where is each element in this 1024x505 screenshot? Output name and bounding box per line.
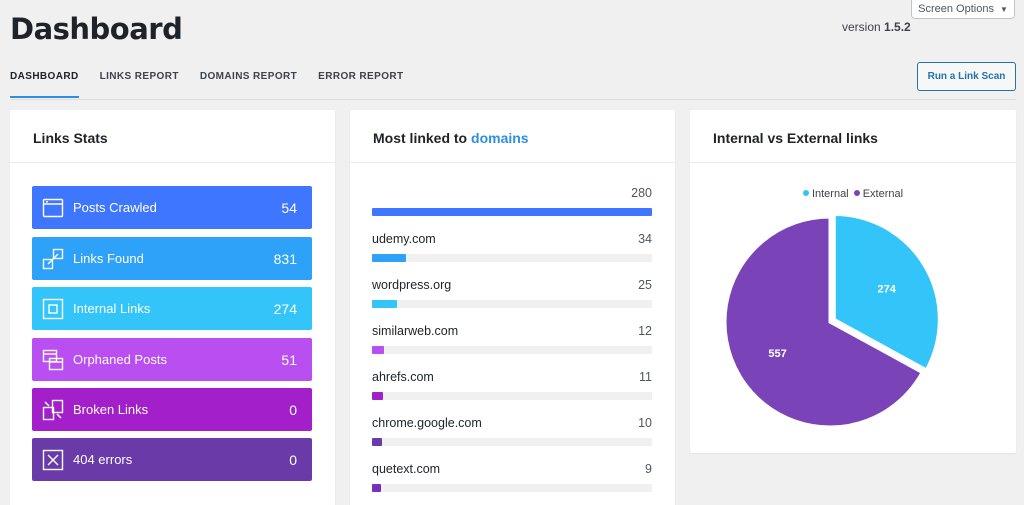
pie-slice-internal[interactable] (832, 212, 941, 372)
links-stats-card: Links Stats Posts Crawled 54 Links Found… (10, 110, 335, 505)
domain-row: chrome.google.com 10 (372, 416, 652, 446)
legend-item-external[interactable]: External (853, 188, 904, 200)
domain-row: udemy.com 34 (372, 232, 652, 262)
stat-value: 0 (289, 451, 297, 468)
domain-count: 9 (645, 462, 652, 476)
page-title: Dashboard (10, 12, 183, 46)
domain-count: 10 (638, 416, 652, 430)
domain-row-line: quetext.com 9 (372, 462, 652, 478)
stacked-windows-icon (42, 349, 64, 370)
pie-label-internal: 274 (878, 283, 897, 295)
stat-label: Links Found (73, 251, 144, 266)
legend-dot-internal (802, 190, 809, 197)
domain-bar-fill (372, 300, 397, 308)
stat-label: Internal Links (73, 301, 151, 316)
domain-count: 12 (638, 324, 652, 338)
legend-item-internal[interactable]: Internal (802, 188, 849, 200)
domain-name[interactable]: similarweb.com (372, 324, 459, 338)
pie-chart: 274 557 (723, 212, 941, 429)
version-label: version 1.5.2 (842, 20, 911, 34)
domains-card: Most linked to domains 280 udemy.com 34 wor… (350, 110, 675, 505)
stat-value: 831 (273, 250, 297, 267)
stat-value: 54 (281, 199, 297, 216)
stat-value: 51 (281, 351, 297, 368)
stat-value: 274 (273, 300, 297, 317)
internal-external-card: Internal vs External links Internal Exte… (690, 110, 1016, 453)
domain-name[interactable]: udemy.com (372, 232, 436, 246)
version-prefix: version (842, 20, 881, 34)
domain-row-line: similarweb.com 12 (372, 324, 652, 340)
domain-count: 11 (639, 370, 652, 384)
internal-box-icon (42, 298, 64, 319)
legend-dot-external (853, 190, 860, 197)
domain-row: ahrefs.com 11 (372, 370, 652, 400)
legend-label-internal: Internal (811, 188, 849, 200)
domain-bar-track (372, 208, 652, 216)
domain-bar-track (372, 254, 652, 262)
domain-name[interactable]: chrome.google.com (372, 416, 482, 430)
domain-bar-fill (372, 438, 382, 446)
stat-broken-links[interactable]: Broken Links 0 (32, 388, 312, 431)
domain-row: 280 (372, 186, 652, 216)
tab-links-report[interactable]: LINKS REPORT (99, 71, 179, 82)
pie-slice-external[interactable] (723, 215, 925, 429)
domain-row-line: wordpress.org 25 (372, 278, 652, 294)
domain-name[interactable]: quetext.com (372, 462, 441, 476)
stat-label: Broken Links (73, 402, 149, 417)
domain-bar-fill (372, 484, 381, 492)
run-link-scan-button[interactable]: Run a Link Scan (917, 62, 1016, 91)
domain-count: 280 (631, 186, 652, 200)
stat-value: 0 (289, 401, 297, 418)
stat-label: 404 errors (73, 452, 133, 467)
screen-options-label: Screen Options (918, 3, 994, 15)
domain-row-line: 280 (372, 186, 652, 202)
domains-title-prefix: Most linked to (373, 130, 468, 146)
domain-row-line: chrome.google.com 10 (372, 416, 652, 432)
stat-posts-crawled[interactable]: Posts Crawled 54 (32, 186, 312, 229)
domain-row: similarweb.com 12 (372, 324, 652, 354)
domain-bar-fill (372, 346, 384, 354)
pie-legend: Internal External (690, 188, 1016, 200)
domain-bar-track (372, 300, 652, 308)
tab-domains-report[interactable]: DOMAINS REPORT (199, 71, 298, 82)
domain-row-line: udemy.com 34 (372, 232, 652, 248)
links-stats-title: Links Stats (10, 110, 335, 163)
stat-orphaned-posts[interactable]: Orphaned Posts 51 (32, 338, 312, 381)
domain-row: quetext.com 9 (372, 462, 652, 492)
tabs-divider (10, 99, 1016, 100)
stat-404-errors[interactable]: 404 errors 0 (32, 438, 312, 481)
domain-count: 34 (638, 232, 652, 246)
stat-label: Posts Crawled (73, 200, 157, 215)
error-x-icon (42, 449, 64, 470)
domain-bar-fill (372, 208, 652, 216)
tab-bar: DASHBOARD LINKS REPORT DOMAINS REPORT ER… (10, 71, 425, 98)
domain-bar-track (372, 392, 652, 400)
caret-down-icon: ▼ (999, 4, 1008, 14)
domain-bar-fill (372, 254, 406, 262)
domain-bar-fill (372, 392, 383, 400)
domain-bar-track (372, 438, 652, 446)
stat-links-found[interactable]: Links Found 831 (32, 237, 312, 280)
domains-link[interactable]: domains (471, 130, 529, 146)
domain-bar-track (372, 484, 652, 492)
legend-label-external: External (862, 188, 904, 200)
stat-internal-links[interactable]: Internal Links 274 (32, 287, 312, 330)
link-expand-icon (42, 248, 64, 269)
pie-card-title: Internal vs External links (690, 110, 1016, 163)
tab-dashboard[interactable]: DASHBOARD (10, 71, 79, 98)
domain-row: wordpress.org 25 (372, 278, 652, 308)
version-number: 1.5.2 (884, 20, 911, 34)
screen-options-button[interactable]: Screen Options ▼ (911, 0, 1015, 19)
pie-label-external: 557 (768, 348, 786, 360)
domain-count: 25 (638, 278, 652, 292)
domain-name[interactable]: ahrefs.com (372, 370, 434, 384)
tab-error-report[interactable]: ERROR REPORT (318, 71, 404, 82)
domain-bar-track (372, 346, 652, 354)
domain-name[interactable]: wordpress.org (372, 278, 452, 292)
window-icon (42, 198, 64, 217)
domain-row-line: ahrefs.com 11 (372, 370, 652, 386)
broken-link-icon (42, 399, 64, 420)
stat-label: Orphaned Posts (73, 352, 167, 367)
domains-title: Most linked to domains (350, 110, 675, 163)
